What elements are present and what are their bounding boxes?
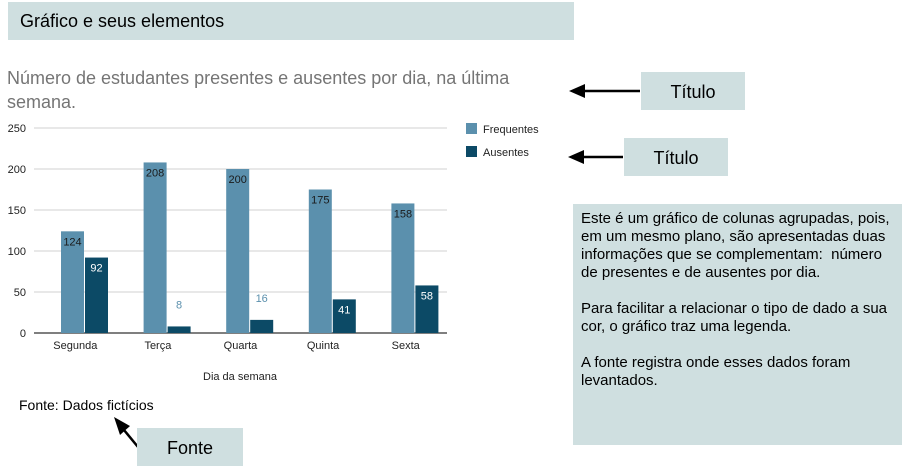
arrow-to-source xyxy=(114,417,139,448)
legend: Frequentes Ausentes xyxy=(466,123,539,159)
data-label: 16 xyxy=(256,293,268,305)
x-tick-labels: Segunda Terça Quarta Quinta Sexta xyxy=(53,340,420,352)
x-tick-label: Quinta xyxy=(307,340,340,352)
y-tick-label: 100 xyxy=(8,246,26,258)
x-tick-label: Terça xyxy=(144,340,172,352)
y-tick-label: 250 xyxy=(8,123,26,135)
data-label: 200 xyxy=(229,174,247,186)
header-title: Gráfico e seus elementos xyxy=(20,11,225,31)
bar-ausentes-quarta xyxy=(250,319,274,333)
data-label: 58 xyxy=(421,290,433,302)
bar-ausentes-terça xyxy=(167,326,191,333)
legend-swatch-frequentes xyxy=(466,123,477,134)
explanation-box: Este é um gráfico de colunas agrupadas, … xyxy=(573,204,902,445)
data-label: 124 xyxy=(63,236,81,248)
source-note: Fonte: Dados fictícios xyxy=(19,397,154,413)
explanation-paragraph-2: Para facilitar a relacionar o tipo de da… xyxy=(581,300,892,335)
data-label: 8 xyxy=(176,299,182,311)
legend-label-frequentes: Frequentes xyxy=(483,124,539,136)
y-tick-label: 0 xyxy=(20,328,26,340)
bar-ausentes-quinta xyxy=(332,299,356,333)
data-label: 92 xyxy=(90,263,102,275)
bar-frequentes-quarta xyxy=(226,169,250,333)
bar-frequentes-sexta xyxy=(391,203,415,333)
x-axis-label: Dia da semana xyxy=(203,371,278,383)
legend-label-ausentes: Ausentes xyxy=(483,147,529,159)
data-label: 41 xyxy=(338,304,350,316)
bar-ausentes-sexta xyxy=(415,285,439,333)
x-tick-label: Sexta xyxy=(392,340,421,352)
title-annotation-tag: Título xyxy=(641,72,745,110)
legend-swatch-ausentes xyxy=(466,146,477,157)
bar-frequentes-segunda xyxy=(61,231,84,333)
chart-title: Número de estudantes presentes e ausente… xyxy=(7,68,510,112)
source-annotation-tag: Fonte xyxy=(137,428,243,466)
data-label: 208 xyxy=(146,167,164,179)
explanation-paragraph-1: Este é um gráfico de colunas agrupadas, … xyxy=(581,210,894,281)
data-label: 158 xyxy=(394,208,412,220)
arrow-to-legend xyxy=(568,150,623,164)
y-tick-label: 150 xyxy=(8,205,26,217)
bar-ausentes-segunda xyxy=(85,257,108,333)
legend-annotation-tag: Título xyxy=(624,138,728,176)
y-tick-label: 50 xyxy=(14,287,26,299)
header-box: Gráfico e seus elementos xyxy=(8,2,574,40)
bar-frequentes-quinta xyxy=(308,189,332,333)
x-tick-label: Segunda xyxy=(53,340,98,352)
bars: 124 92 208 8 200 16 175 41 158 58 xyxy=(61,162,439,333)
data-label: 175 xyxy=(311,195,329,207)
x-tick-label: Quarta xyxy=(224,340,259,352)
explanation-paragraph-3: A fonte registra onde esses dados foram … xyxy=(581,354,855,389)
y-tick-labels: 0 50 100 150 200 250 xyxy=(8,123,26,340)
arrow-to-title xyxy=(569,84,640,98)
bar-frequentes-terça xyxy=(143,162,167,333)
y-tick-label: 200 xyxy=(8,164,26,176)
